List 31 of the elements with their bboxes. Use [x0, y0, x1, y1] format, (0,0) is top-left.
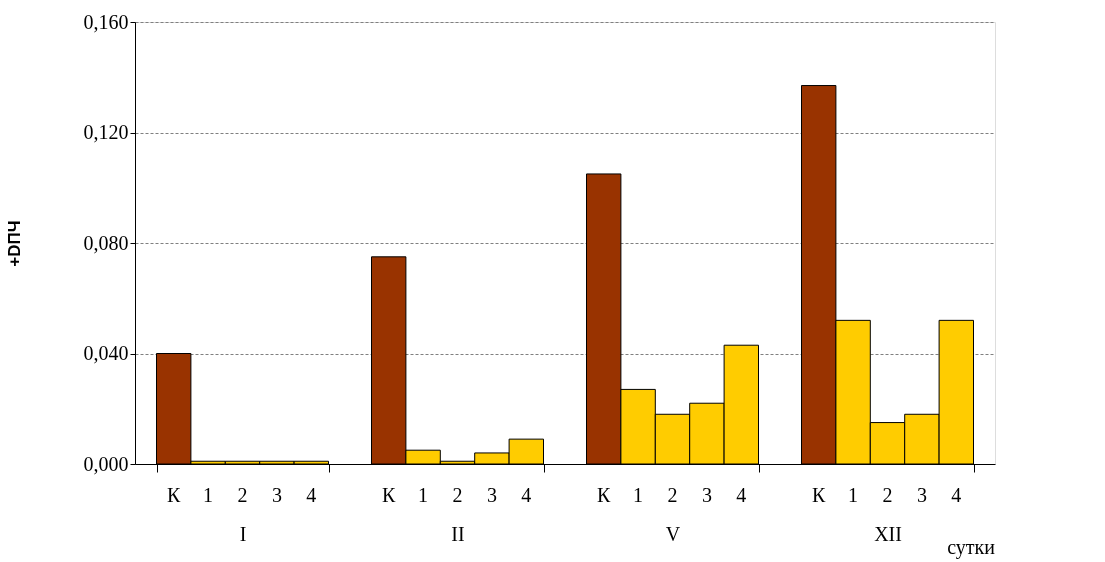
y-axis-title: +DПЧ [4, 220, 24, 267]
text: 3 [701, 484, 712, 506]
text: 1 [633, 484, 644, 506]
series-label: 3 [271, 484, 282, 506]
text: 4 [521, 484, 532, 506]
text: 1 [848, 484, 859, 506]
x-tick-label: V [665, 522, 681, 545]
y-tick-label: 0,040 [83, 342, 129, 364]
text: К [812, 484, 826, 506]
text: 2 [667, 484, 678, 506]
x-tick-label: XII [874, 522, 902, 545]
text: 2 [882, 484, 893, 506]
text: К [597, 484, 611, 506]
y-tick-label: 0,160 [83, 10, 129, 33]
text: 4 [736, 484, 747, 506]
text: 3 [486, 484, 497, 506]
y-tick-label: 0,000 [83, 452, 129, 475]
legend-label: 4 [306, 484, 317, 506]
legend-label: К [167, 484, 182, 506]
text: 2 [452, 484, 463, 506]
text: 3 [916, 484, 927, 506]
x-tick-label: I [239, 522, 247, 545]
series-label: 1 [203, 484, 214, 506]
text: 4 [951, 484, 962, 506]
series-label: 2 [237, 484, 248, 506]
y-tick-label: 0,120 [83, 121, 129, 143]
x-axis-title: сутки [947, 536, 996, 559]
x-tick-label: II [451, 522, 465, 545]
text: 1 [418, 484, 429, 506]
y-tick-label: 0,080 [83, 231, 129, 254]
text: К [382, 484, 396, 506]
